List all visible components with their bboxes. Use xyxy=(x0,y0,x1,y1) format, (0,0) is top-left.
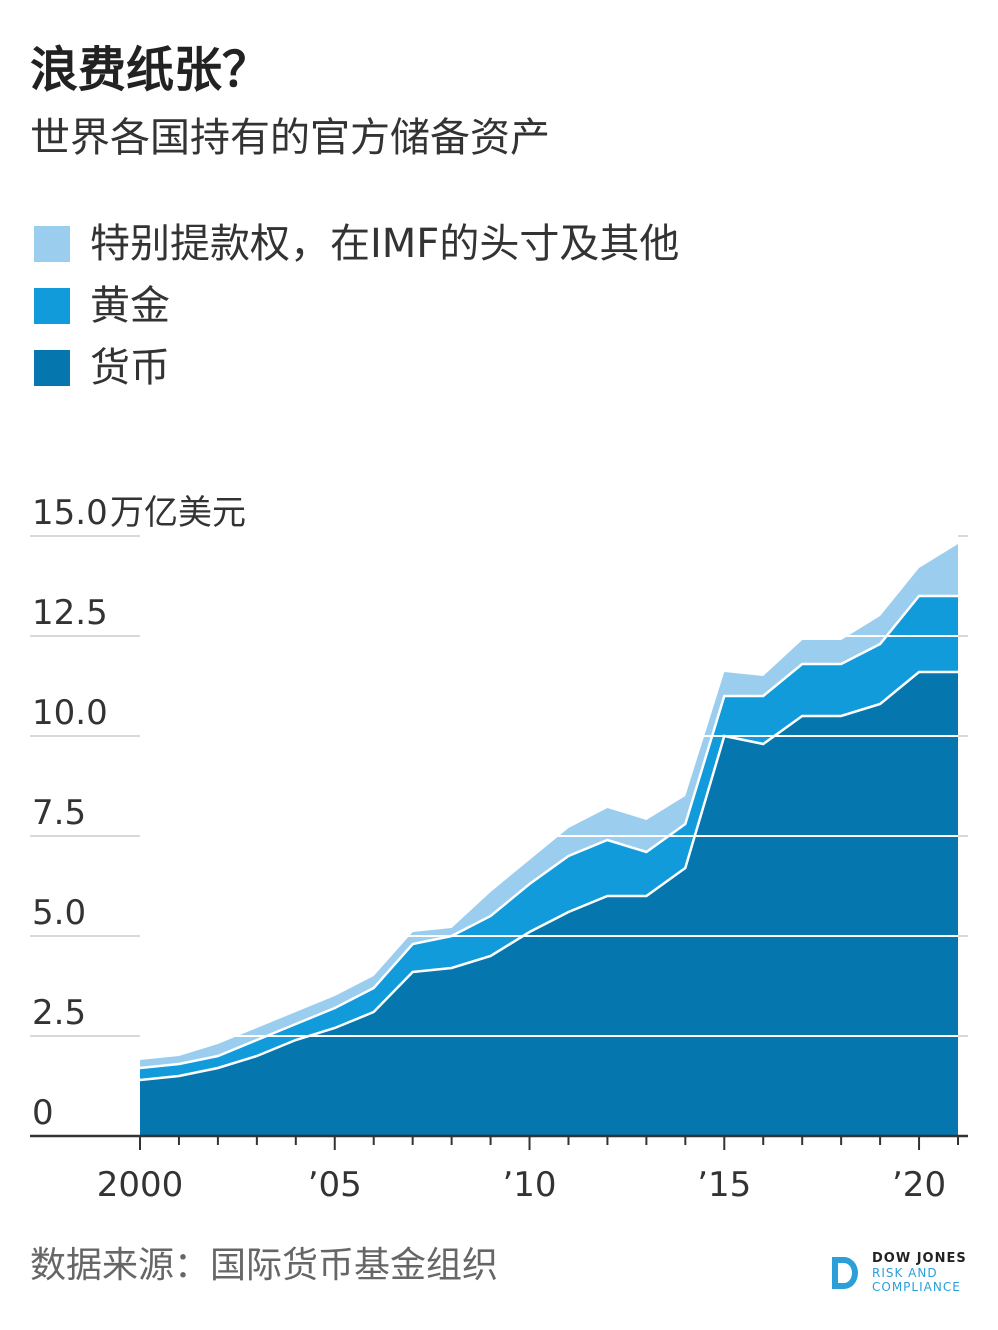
legend: 特别提款权，在IMF的头寸及其他 黄金 货币 xyxy=(34,224,679,410)
brand-name: DOW JONES xyxy=(872,1251,967,1266)
y-tick-label: 2.5 xyxy=(32,993,86,1033)
legend-swatch-currency xyxy=(34,350,70,386)
x-tick-label: ’05 xyxy=(308,1165,362,1205)
x-tick-label: ’15 xyxy=(697,1165,751,1205)
brand-tagline-2: COMPLIANCE xyxy=(872,1280,961,1294)
legend-label-sdr: 特别提款权，在IMF的头寸及其他 xyxy=(90,221,680,267)
legend-item-gold: 黄金 xyxy=(34,286,679,326)
y-unit-label: 万亿美元 xyxy=(110,493,246,533)
series-divider-0 xyxy=(139,670,958,1082)
source-note: 数据来源：国际货币基金组织 xyxy=(30,1245,499,1286)
legend-swatch-gold xyxy=(34,288,70,324)
y-tick-label: 12.5 xyxy=(32,593,108,633)
x-tick-label: 2000 xyxy=(97,1165,184,1205)
series-divider-1 xyxy=(139,594,958,1070)
brand-text: DOW JONES RISK AND COMPLIANCE xyxy=(872,1252,967,1293)
chart-plot: 0 2.5 5.0 7.5 10.0 12.5 15.0 万亿美元 2000 ’05 ’10 ’15 ’… xyxy=(30,493,968,1205)
legend-label-currency: 货币 xyxy=(90,345,170,391)
y-tick-label: 15.0 xyxy=(32,493,108,533)
y-tick-label: 7.5 xyxy=(32,793,86,833)
chart-subtitle: 世界各国持有的官方储备资产 xyxy=(30,115,550,161)
chart-title: 浪费纸张？ xyxy=(30,42,271,98)
legend-item-sdr: 特别提款权，在IMF的头寸及其他 xyxy=(34,224,679,264)
area-series-1 xyxy=(140,596,958,1080)
y-tick-label: 5.0 xyxy=(32,893,86,933)
legend-swatch-sdr xyxy=(34,226,70,262)
dow-jones-logo-icon xyxy=(832,1256,858,1289)
area-series-0 xyxy=(140,672,958,1136)
brand-logo: DOW JONES RISK AND COMPLIANCE xyxy=(828,1252,967,1293)
y-tick-label: 0 xyxy=(32,1093,54,1133)
brand-tagline-1: RISK AND xyxy=(872,1266,938,1280)
legend-label-gold: 黄金 xyxy=(90,283,170,329)
y-tick-label: 10.0 xyxy=(32,693,108,733)
legend-item-currency: 货币 xyxy=(34,348,679,388)
x-tick-label: ’20 xyxy=(892,1165,946,1205)
x-tick-label: ’10 xyxy=(502,1165,556,1205)
